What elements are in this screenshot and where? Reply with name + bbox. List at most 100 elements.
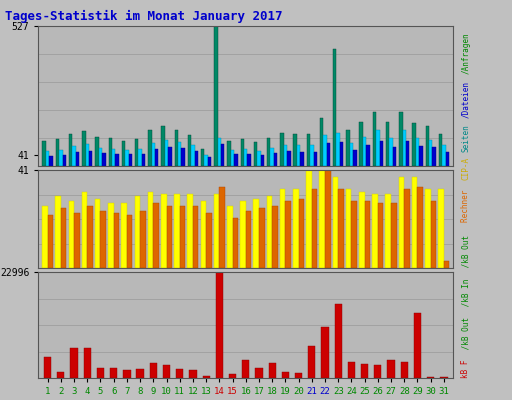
Bar	[142, 154, 145, 166]
Bar	[46, 151, 49, 166]
Text: /kB Out: /kB Out	[461, 230, 471, 272]
Bar	[153, 204, 159, 268]
Bar	[285, 201, 291, 268]
Bar	[374, 365, 381, 378]
Bar	[109, 138, 112, 166]
Bar	[353, 150, 356, 166]
Bar	[319, 170, 325, 268]
Bar	[189, 370, 197, 378]
Bar	[161, 194, 166, 268]
Bar	[240, 201, 246, 268]
Bar	[386, 122, 389, 166]
Bar	[241, 140, 244, 166]
Bar	[208, 158, 211, 166]
Bar	[227, 206, 232, 268]
Bar	[221, 144, 224, 166]
Bar	[433, 148, 436, 166]
Bar	[86, 144, 89, 166]
Bar	[44, 357, 51, 378]
Bar	[310, 145, 313, 166]
Text: /Dateien: /Dateien	[461, 81, 471, 118]
Bar	[168, 147, 172, 166]
Bar	[259, 208, 265, 268]
Bar	[376, 130, 379, 166]
Bar	[121, 204, 127, 268]
Bar	[308, 346, 315, 378]
Text: Seiten: Seiten	[461, 124, 471, 152]
Bar	[312, 189, 317, 268]
Bar	[306, 170, 312, 268]
Bar	[129, 154, 132, 166]
Bar	[359, 122, 363, 166]
Bar	[218, 138, 221, 166]
Bar	[402, 130, 406, 166]
Bar	[293, 134, 297, 166]
Bar	[244, 149, 247, 166]
Bar	[267, 196, 272, 268]
Bar	[346, 130, 350, 166]
Bar	[69, 201, 74, 268]
Bar	[386, 194, 391, 268]
Bar	[72, 146, 76, 166]
Bar	[76, 152, 79, 166]
Bar	[334, 304, 342, 378]
Bar	[152, 143, 155, 166]
Bar	[87, 206, 93, 268]
Bar	[148, 130, 152, 166]
Bar	[57, 372, 65, 378]
Bar	[97, 368, 104, 378]
Bar	[49, 156, 53, 166]
Bar	[412, 124, 416, 166]
Bar	[406, 141, 410, 166]
Bar	[195, 151, 198, 166]
Bar	[193, 206, 199, 268]
Bar	[191, 145, 195, 166]
Bar	[340, 142, 344, 166]
Bar	[261, 155, 264, 166]
Bar	[325, 170, 331, 268]
Bar	[246, 211, 251, 268]
Bar	[393, 147, 396, 166]
Bar	[82, 192, 87, 268]
Bar	[440, 377, 447, 378]
Bar	[391, 204, 397, 268]
Bar	[69, 134, 72, 166]
Bar	[268, 363, 276, 378]
Bar	[219, 187, 225, 268]
Bar	[108, 204, 114, 268]
Bar	[140, 211, 145, 268]
Bar	[389, 138, 393, 166]
Bar	[298, 199, 304, 268]
Bar	[404, 189, 410, 268]
Bar	[255, 368, 263, 378]
Bar	[412, 177, 417, 268]
Bar	[274, 153, 278, 166]
Bar	[323, 135, 327, 166]
Text: CIP-A: CIP-A	[461, 157, 471, 180]
Bar	[350, 143, 353, 166]
Bar	[234, 154, 238, 166]
Bar	[135, 196, 140, 268]
Bar	[284, 145, 287, 166]
Bar	[138, 149, 142, 166]
Bar	[427, 377, 434, 378]
Bar	[95, 137, 99, 166]
Bar	[322, 327, 329, 378]
Text: Tages-Statistik im Monat January 2017: Tages-Statistik im Monat January 2017	[5, 10, 283, 23]
Bar	[110, 368, 117, 378]
Bar	[438, 189, 444, 268]
Bar	[429, 140, 433, 166]
Bar	[166, 206, 172, 268]
Text: /kB In: /kB In	[461, 278, 471, 311]
Bar	[176, 369, 183, 378]
Bar	[232, 218, 238, 268]
Bar	[148, 192, 153, 268]
Text: Rechner: Rechner	[461, 186, 471, 222]
Bar	[201, 149, 204, 166]
Bar	[231, 150, 234, 166]
Text: /kB Out: /kB Out	[461, 318, 471, 354]
Bar	[378, 204, 383, 268]
Bar	[175, 130, 178, 166]
Bar	[74, 213, 79, 268]
Bar	[327, 144, 330, 166]
